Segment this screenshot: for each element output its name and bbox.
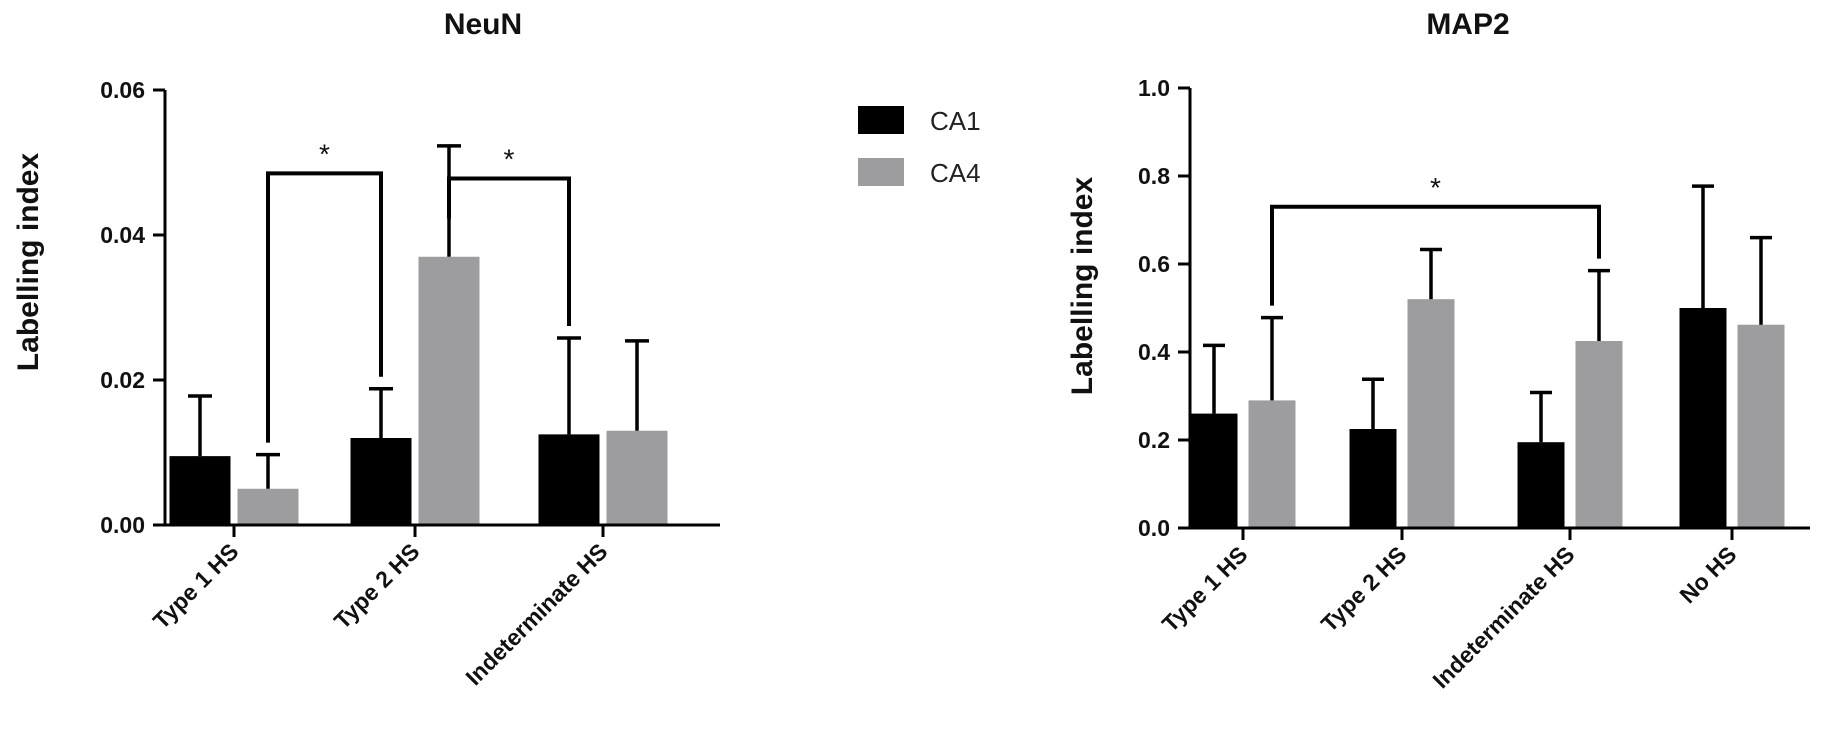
map2-bars	[1190, 184, 1785, 528]
neun-y-tick-label: 0.00	[100, 512, 145, 538]
map2-bar-ca1	[1679, 308, 1727, 528]
map2-chart: MAP2 Labelling index 0.00.20.40.60.81.0 …	[1066, 8, 1810, 693]
map2-y-tick-label: 0.4	[1138, 339, 1170, 365]
map2-y-tick-label: 0.2	[1138, 427, 1170, 453]
neun-category-label: Type 2 HS	[329, 538, 425, 634]
neun-chart: NeuN Labelling index 0.000.020.040.06 * *…	[12, 8, 720, 690]
neun-categories: Type 1 HS Type 2 HS Indeterminate HS	[148, 525, 613, 690]
neun-y-tick-label: 0.02	[100, 367, 145, 393]
map2-y-tick-label: 0.8	[1138, 163, 1170, 189]
neun-bar-ca4	[237, 488, 299, 525]
map2-bar-ca1	[1190, 413, 1238, 528]
map2-y-axis-label: Labelling index	[1066, 177, 1099, 396]
neun-title: NeuN	[444, 8, 522, 41]
map2-category-label: Type 2 HS	[1316, 541, 1412, 637]
legend: CA1 CA4	[858, 106, 981, 188]
map2-categories: Type 1 HS Type 2 HS Indeterminate HS No HS	[1157, 528, 1742, 693]
map2-title: MAP2	[1426, 8, 1509, 41]
map2-bar-ca4	[1407, 299, 1455, 528]
map2-bar-ca1	[1349, 429, 1397, 528]
legend-label-ca4: CA4	[930, 158, 981, 188]
map2-bar-ca1	[1517, 442, 1565, 528]
neun-bar-ca1	[538, 434, 600, 525]
map2-y-tick-label: 1.0	[1138, 75, 1170, 101]
map2-bar-ca4	[1575, 341, 1623, 528]
map2-y-tick-label: 0.6	[1138, 251, 1170, 277]
neun-bar-ca1	[169, 456, 231, 525]
map2-significance-star: *	[1430, 172, 1441, 203]
legend-swatch-ca4	[858, 158, 904, 186]
neun-category-label: Indeterminate HS	[460, 538, 612, 690]
map2-axes	[1188, 88, 1810, 530]
neun-significance-star: *	[319, 138, 330, 169]
neun-y-tick-label: 0.06	[100, 77, 145, 103]
map2-y-tick-label: 0.0	[1138, 515, 1170, 541]
neun-significance: * *	[266, 138, 571, 443]
neun-y-tick-label: 0.04	[100, 222, 145, 248]
neun-y-axis-label: Labelling index	[12, 153, 45, 372]
neun-axes	[163, 90, 720, 527]
map2-category-label: Indeterminate HS	[1427, 541, 1579, 693]
neun-y-ticks: 0.00 0.02 0.04 0.06	[100, 77, 165, 538]
map2-significance: *	[1270, 172, 1601, 306]
neun-bar-ca1	[350, 438, 412, 525]
legend-swatch-ca1	[858, 106, 904, 134]
map2-category-label: Type 1 HS	[1157, 541, 1253, 637]
neun-category-label: Type 1 HS	[148, 538, 244, 634]
map2-bar-ca4	[1737, 324, 1785, 528]
neun-bars	[169, 144, 668, 525]
neun-significance-bracket	[266, 171, 383, 443]
neun-significance-star: *	[504, 143, 515, 174]
neun-significance-bracket	[447, 176, 571, 326]
map2-category-label: No HS	[1674, 541, 1741, 608]
legend-label-ca1: CA1	[930, 106, 981, 136]
map2-y-ticks: 0.0 0.2 0.4 0.6 0.8 1.0	[1138, 75, 1190, 541]
map2-bar-ca4	[1248, 400, 1296, 528]
map2-significance-bracket	[1270, 204, 1601, 306]
neun-bar-ca4	[418, 256, 480, 525]
neun-bar-ca4	[606, 430, 668, 525]
